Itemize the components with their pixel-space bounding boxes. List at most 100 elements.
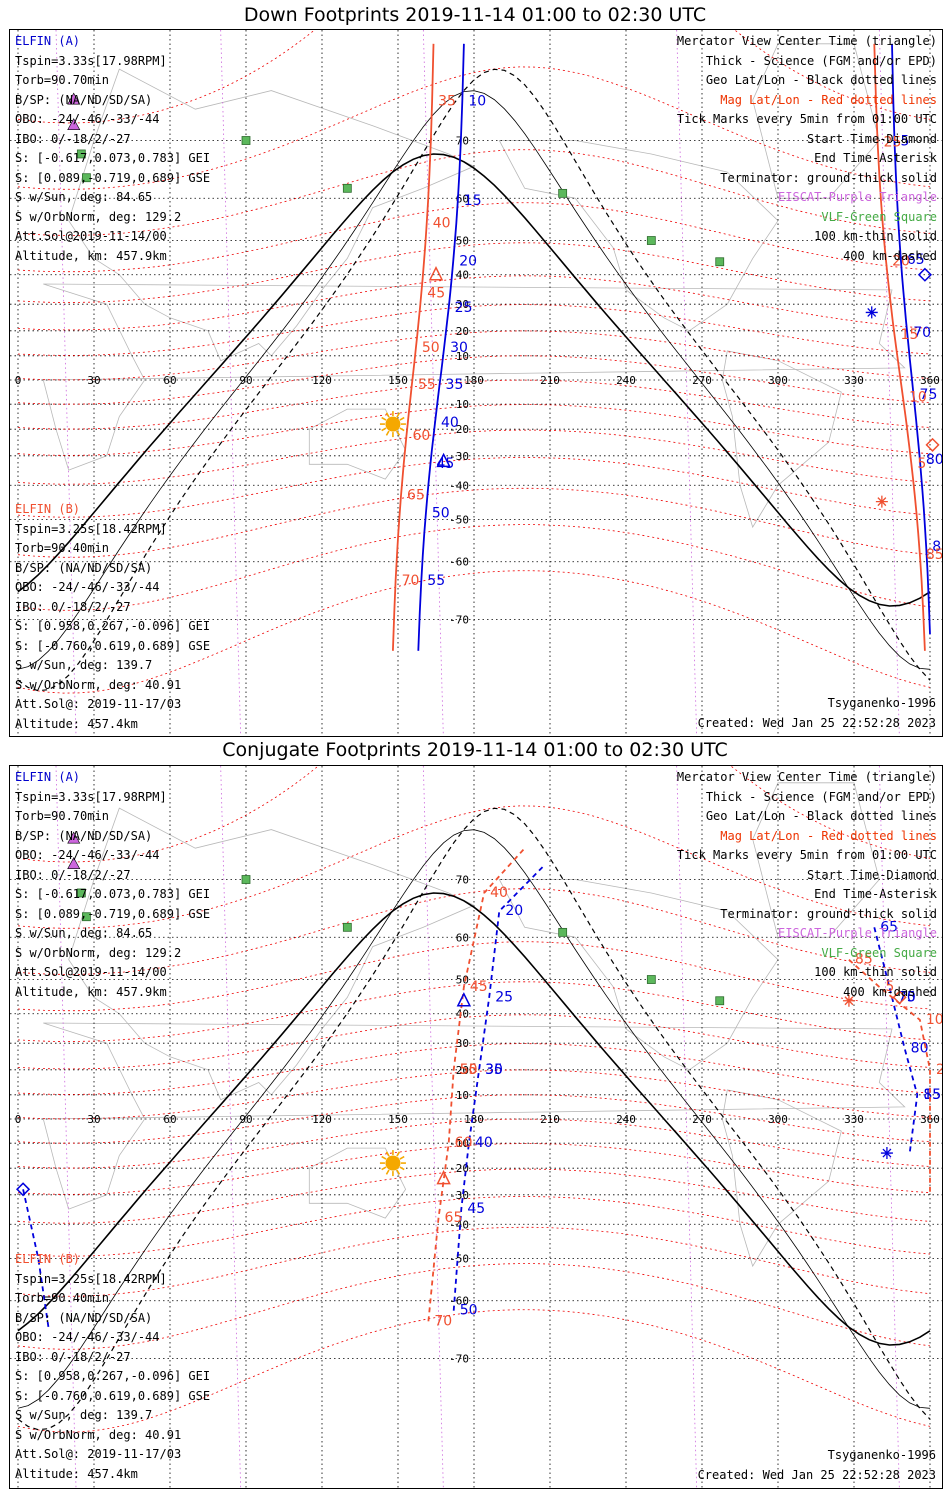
sun-ray: [396, 412, 401, 418]
end-time-asterisk: [865, 306, 878, 319]
continent-outline-0: [68, 807, 475, 1101]
elfin-b-s-gse: S: [-0.760,0.619,0.689] GSE: [15, 1388, 211, 1403]
lon-tick-label: 90: [239, 1113, 252, 1126]
sun-disc: [385, 416, 401, 432]
elfin-a-track-mlat-label: 35: [446, 377, 464, 393]
elfin-b-torb: Torb=90.40min: [15, 541, 109, 555]
elfin-a-label: ELFIN (A): [15, 34, 81, 48]
elfin-a-label: ELFIN (A): [15, 770, 81, 784]
elfin-a-track-mlat-label: 40: [441, 415, 459, 431]
legend: Mercator View Center Time (triangle) Thi…: [677, 32, 937, 266]
mag-latitude-line: [17, 1043, 931, 1095]
elfin-a-bsp: B/SP: (NA/ND/SD/SA): [15, 92, 153, 107]
lat-tick-label: 60: [456, 192, 469, 205]
vlf-site-marker: [342, 922, 352, 932]
sun-disc: [385, 1155, 401, 1171]
mag-lat-lon-grid: [17, 30, 931, 736]
elfin-a-attsol: Att.Sol@2019-11-14/00: [15, 965, 167, 979]
mag-latitude-line: [17, 30, 931, 124]
elfin-b-s-gei: S: [0.958,0.267,-0.096] GEI: [15, 1369, 211, 1383]
terminator-400km-line: [17, 68, 931, 692]
start-time-diamond: [892, 990, 907, 1005]
legend-center-time: Mercator View Center Time (triangle): [676, 770, 937, 784]
footprint-tracks: 5045403530252070656055504540657075808515…: [16, 847, 942, 1329]
elfin-b-attsol: Att.Sol@: 2019-11-17/03: [15, 1447, 182, 1461]
elfin-b-end-track-mlat-label: 5: [885, 979, 894, 995]
vlf-site-marker: [82, 173, 91, 183]
elfin-a-ibo: IBO: 0/-18/2/-27: [15, 131, 131, 146]
elfin-a-ibo: IBO: 0/-18/2/-27: [15, 867, 131, 882]
end-time-asterisk: [875, 495, 888, 508]
lon-tick-label: 150: [388, 374, 408, 387]
elfin-a-track-mlat-label: 10: [468, 93, 486, 109]
lat-tick-label: 30: [456, 298, 469, 311]
elfin-a-s-orb: S w/OrbNorm, deg: 129.2: [15, 209, 182, 224]
mag-latitude-line: [17, 888, 931, 975]
elfin-a-track-mlat-label: 50: [460, 1303, 478, 1319]
conjugate-footprints-panel: 0 30 60 90 120 150 180 210 240 270 300 330 360 70 60 5…: [9, 765, 943, 1489]
sun-ray: [385, 430, 390, 436]
center-time-triangle: [456, 992, 472, 1007]
mag-latitude-line: [17, 1263, 931, 1350]
legend-end-time: End Time-Asterisk: [814, 887, 937, 901]
legend-eiscat: EISCAT-Purple Triangle: [778, 190, 937, 204]
elfin-b-s-sun: S w/Sun, deg: 139.7: [15, 1408, 153, 1422]
vlf-site-marker: [241, 875, 251, 884]
lat-tick-label: -70: [449, 1352, 469, 1365]
legend-center-time: Mercator View Center Time (triangle): [676, 34, 937, 48]
terminator-ground-line: [17, 892, 931, 1346]
model-label: Tsyganenko-1996: [827, 696, 936, 710]
sun-ray: [385, 1169, 390, 1175]
elfin-a-track-mlat-label: 40: [475, 1135, 493, 1151]
elfin-a-attsol: Att.Sol@2019-11-14/00: [15, 229, 167, 243]
elfin-a-end-track-mlat-label: 65: [880, 919, 898, 935]
lon-tick-label: 180: [464, 374, 484, 387]
lon-tick-label: 270: [692, 374, 712, 387]
continent-outline-2: [308, 408, 407, 480]
elfin-a-track-mlat-label: 55: [427, 573, 445, 589]
elfin-a-track-mlat-label: 30: [485, 1062, 503, 1078]
created-label: Created: Wed Jan 25 22:52:28 2023: [697, 1468, 936, 1482]
elfin-b-track-mlat-label: 50: [422, 340, 440, 356]
lat-tick-label: -60: [449, 556, 469, 569]
lat-tick-label: -30: [449, 1189, 469, 1202]
elfin-a-track: [452, 864, 546, 1311]
elfin-a-track-mlat-label: 15: [464, 193, 482, 209]
elfin-b-track-mlat-label: 70: [434, 1313, 452, 1329]
lon-tick-label: 180: [464, 1113, 484, 1126]
elfin-b-track: [392, 43, 435, 651]
terminator-ground-line: [17, 153, 931, 607]
eiscat-site-marker: [67, 92, 81, 105]
lat-tick-label: -40: [449, 1218, 469, 1231]
mag-latitude-line: [17, 1143, 931, 1195]
vlf-site-marker: [558, 927, 568, 937]
vlf-site-marker: [76, 888, 86, 898]
elfin-a-tspin: Tspin=3.33s[17.98RPM]: [15, 53, 167, 68]
mag-latitude-line: [17, 355, 931, 405]
lat-tick-label: 40: [456, 269, 469, 282]
mag-latitude-line: [17, 570, 931, 694]
legend-terminator: Terminator: ground-thick solid: [720, 906, 937, 921]
mag-latitude-line: [17, 1014, 931, 1070]
legend-mag-grid: Mag Lat/Lon - Red dotted lines: [720, 92, 937, 107]
elfin-a-track-mlat-label: 20: [505, 903, 523, 919]
continent-outline-2: [308, 1147, 407, 1219]
elfin-a-info: ELFIN (A) Tspin=3.33s[17.98RPM] Torb=90.…: [15, 32, 210, 266]
legend-100km: 100 km-thin solid: [814, 229, 937, 243]
elfin-a-end-track: [873, 927, 919, 1154]
elfin-b-track-mlat-label: 65: [407, 488, 425, 504]
lat-tick-label: 20: [456, 1064, 469, 1077]
mag-latitude-line: [17, 1309, 931, 1433]
lat-tick-label: -30: [449, 450, 469, 463]
elfin-a-end-track-mlat-label: 75: [920, 387, 938, 403]
mag-latitude-line: [17, 149, 931, 236]
elfin-a-s-gei: S: [-0.617,0.073,0.783] GEI: [15, 887, 211, 901]
mag-latitude-line: [17, 429, 931, 485]
legend-geo-grid: Geo Lat/Lon - Black dotted lines: [705, 809, 937, 823]
elfin-a-track-mlat-label: 50: [432, 505, 450, 521]
elfin-a-track-mlat-label: 25: [495, 989, 513, 1005]
elfin-b-s-sun: S w/Sun, deg: 139.7: [15, 658, 153, 672]
elfin-a-track-mlat-label: 35: [485, 1062, 503, 1078]
lon-tick-label: 30: [87, 1113, 100, 1126]
continent-outline-4: [721, 1089, 842, 1268]
